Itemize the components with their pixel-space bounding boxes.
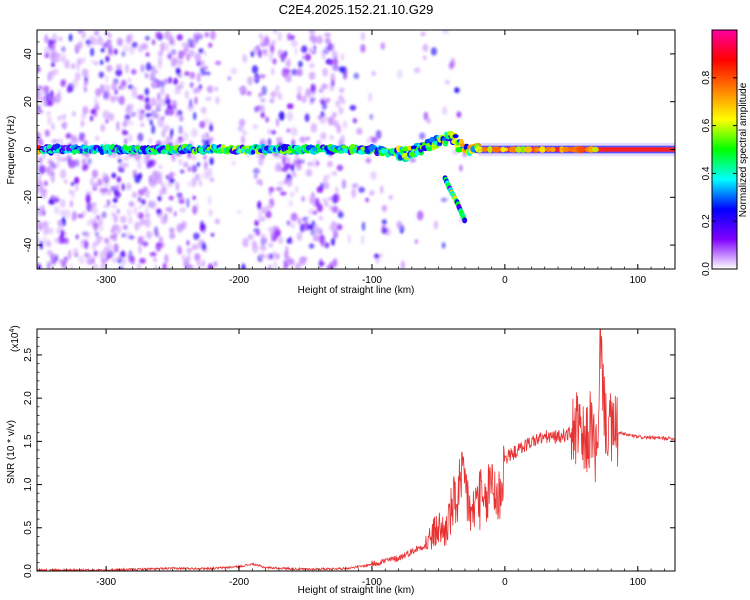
colorbar-label: Normalized spectral amplitude <box>738 82 749 217</box>
snr-x-tick-label: -300 <box>96 577 116 588</box>
spectrogram-x-tick-label: 0 <box>502 275 508 286</box>
colorbar-tick-label: 0.0 <box>701 262 712 276</box>
snr-y-multiplier: (x104) <box>9 325 21 352</box>
spectrogram-x-tick-label: -300 <box>96 275 116 286</box>
snr-x-label: Height of straight line (km) <box>298 585 415 596</box>
colorbar-tick-label: 0.8 <box>701 70 712 84</box>
colorbar-tick-label: 0.6 <box>701 118 712 132</box>
snr-y-tick-label: 2.0 <box>23 391 34 405</box>
figure-title: C2E4.2025.152.21.10.G29 <box>279 2 434 17</box>
colorbar-tick-label: 0.2 <box>701 214 712 228</box>
colorbar: 0.0 0.2 0.4 0.6 0.8 Normalized spectral ampl… <box>701 29 749 276</box>
snr-x-tick-label: -100 <box>362 577 382 588</box>
snr-x-tick-label: 100 <box>629 577 646 588</box>
snr-y-tick-label: 1.0 <box>23 477 34 491</box>
multipath-branch <box>442 175 468 224</box>
colorbar-scale <box>711 29 738 270</box>
carrier-ridge <box>37 130 675 162</box>
spectrogram-y-tick-label: 20 <box>23 96 34 108</box>
snr-y-tick-label: 2.5 <box>23 348 34 362</box>
snr-x-tick-label: 0 <box>502 577 508 588</box>
colorbar-ticks: 0.0 0.2 0.4 0.6 0.8 <box>701 70 737 276</box>
snr-line-layer <box>37 329 675 571</box>
snr-x-tick-label: -200 <box>229 577 249 588</box>
spectrogram-y-tick-label: -20 <box>23 190 34 205</box>
snr-plot-area <box>37 329 675 571</box>
spectrogram-x-tick-label: 100 <box>629 275 646 286</box>
snr-y-tick-label: 0.0 <box>23 564 34 578</box>
colorbar-tick-label: 0.4 <box>701 166 712 180</box>
snr-y-tick-label: 1.5 <box>23 434 34 448</box>
spectrogram-y-tick-label: 0 <box>23 146 34 152</box>
snr-panel: -300 -200 -100 0 100 0.0 0.5 1.0 1.5 2.0 2.5 Heigh… <box>6 325 676 596</box>
spectrogram-y-tick-label: 40 <box>23 48 34 60</box>
snr-series-line <box>37 329 675 571</box>
snr-axis-ticks: -300 -200 -100 0 100 0.0 0.5 1.0 1.5 2.0 2.5 <box>23 329 675 588</box>
spectrogram-x-label: Height of straight line (km) <box>298 285 415 296</box>
snr-y-label: SNR (10 * v/v) <box>6 420 17 484</box>
spectrogram-x-tick-label: -100 <box>362 275 382 286</box>
spectrogram-x-tick-label: -200 <box>229 275 249 286</box>
spectrogram-y-tick-label: -40 <box>23 237 34 252</box>
spectrogram-y-label: Frequency (Hz) <box>6 116 17 185</box>
spectrogram-heatmap <box>37 30 675 269</box>
snr-y-tick-label: 0.5 <box>23 520 34 534</box>
